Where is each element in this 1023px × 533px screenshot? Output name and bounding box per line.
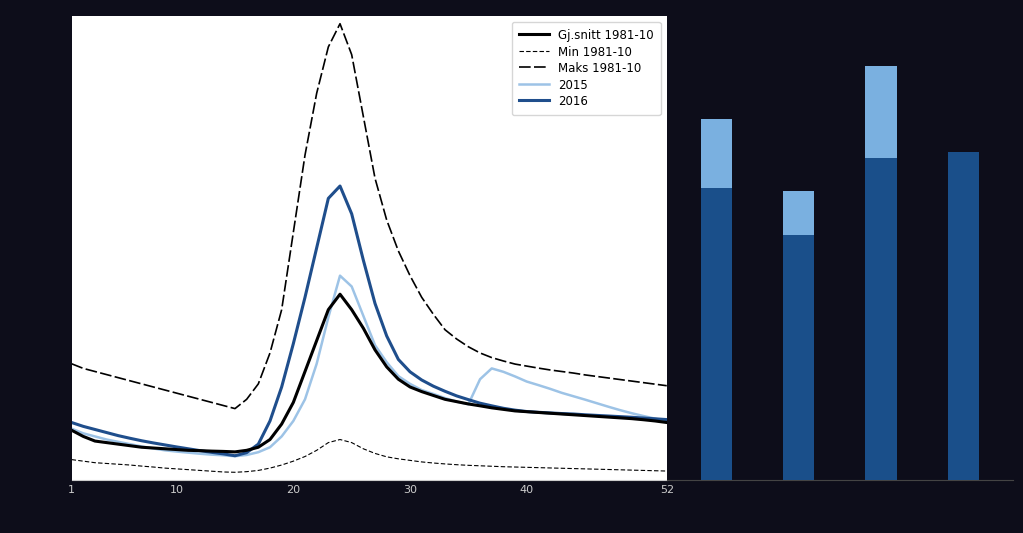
Bar [865, 158, 896, 480]
Bar [865, 66, 896, 158]
Bar [783, 191, 814, 236]
Bar [947, 152, 979, 480]
Bar [783, 236, 814, 480]
Bar [701, 119, 731, 188]
Legend: Gj.snitt 1981-10, Min 1981-10, Maks 1981-10, 2015, 2016: Gj.snitt 1981-10, Min 1981-10, Maks 1981… [513, 22, 661, 115]
Bar [701, 188, 731, 480]
